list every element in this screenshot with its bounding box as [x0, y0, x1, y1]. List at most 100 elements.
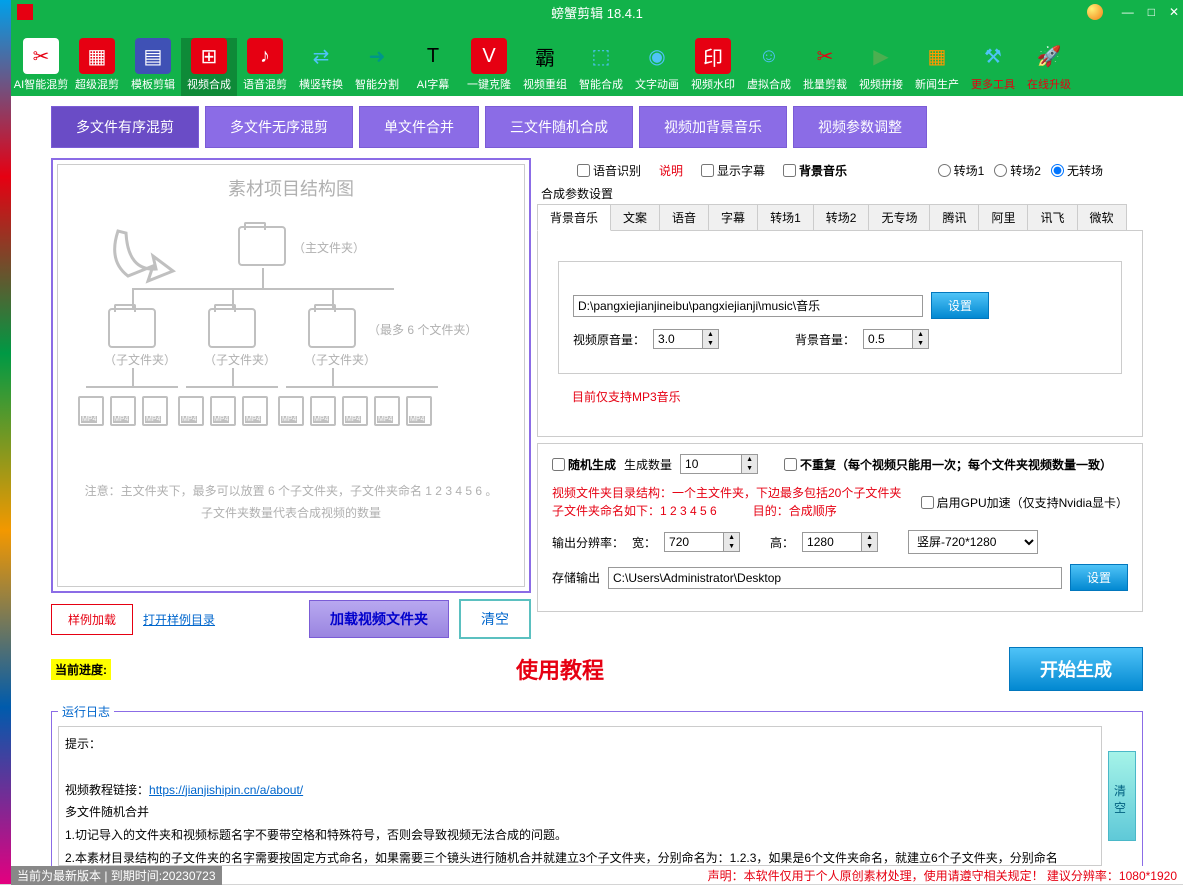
tool-横竖转换[interactable]: ⇄横竖转换 [293, 38, 349, 96]
width-input[interactable] [665, 533, 723, 551]
maximize-button[interactable]: □ [1148, 5, 1155, 19]
tool-在线升级[interactable]: 🚀在线升级 [1021, 38, 1077, 96]
log-tip: 提示： [65, 733, 1095, 756]
tool-AI字幕[interactable]: TAI字幕 [405, 38, 461, 96]
structure-note-2: 子文件夹数量代表合成视频的数量 [68, 503, 514, 525]
param-tab-转场1[interactable]: 转场1 [757, 204, 814, 230]
tool-超级混剪[interactable]: ▦超级混剪 [69, 38, 125, 96]
set-music-path-button[interactable]: 设置 [931, 292, 989, 319]
orig-volume-spinner[interactable]: ▲▼ [653, 329, 719, 349]
height-spinner[interactable]: ▲▼ [802, 532, 878, 552]
gen-count-label: 生成数量 [624, 456, 672, 473]
minimize-button[interactable]: — [1122, 5, 1134, 19]
load-sample-button[interactable]: 样例加载 [51, 604, 133, 635]
tool-label: AI智能混剪 [14, 76, 68, 92]
trans2-label: 转场2 [1010, 162, 1041, 179]
param-tab-转场2[interactable]: 转场2 [813, 204, 870, 230]
tool-AI智能混剪[interactable]: ✂AI智能混剪 [13, 38, 69, 96]
log-textarea[interactable]: 提示： 视频教程链接：https://jianjishipin.cn/a/abo… [58, 726, 1102, 866]
clear-log-button[interactable]: 清空 [1108, 751, 1136, 841]
start-generate-button[interactable]: 开始生成 [1009, 647, 1143, 691]
tool-视频拼接[interactable]: ▶视频拼接 [853, 38, 909, 96]
resolution-label: 输出分辨率： [552, 534, 624, 551]
gen-count-input[interactable] [681, 455, 741, 473]
open-sample-dir-link[interactable]: 打开样例目录 [143, 611, 215, 628]
transition1-radio[interactable]: 转场1 [938, 162, 985, 179]
voice-recognition-checkbox[interactable]: 语音识别 [577, 162, 641, 179]
gpu-checkbox[interactable]: 启用GPU加速（仅支持Nvidia显卡） [921, 494, 1128, 511]
clear-button[interactable]: 清空 [459, 599, 531, 639]
subtab-2[interactable]: 单文件合并 [359, 106, 479, 148]
tool-智能分割[interactable]: ➜智能分割 [349, 38, 405, 96]
tool-新闻生产[interactable]: ▦新闻生产 [909, 38, 965, 96]
close-button[interactable]: ✕ [1169, 5, 1179, 19]
tool-label: 视频水印 [691, 76, 735, 92]
orig-volume-input[interactable] [654, 330, 702, 348]
tool-一键克隆[interactable]: V一键克隆 [461, 38, 517, 96]
music-path-input[interactable] [573, 295, 923, 317]
show-subtitle-checkbox[interactable]: 显示字幕 [701, 162, 765, 179]
tutorial-link[interactable]: 使用教程 [516, 653, 604, 685]
orb-icon [1087, 4, 1103, 20]
subtab-5[interactable]: 视频参数调整 [793, 106, 927, 148]
tool-icon: V [471, 38, 507, 74]
subtab-1[interactable]: 多文件无序混剪 [205, 106, 353, 148]
main-folder-icon [238, 226, 286, 266]
tool-label: 模板剪辑 [131, 76, 175, 92]
set-output-button[interactable]: 设置 [1070, 564, 1128, 591]
param-tab-语音[interactable]: 语音 [659, 204, 709, 230]
param-tab-文案[interactable]: 文案 [610, 204, 660, 230]
height-input[interactable] [803, 533, 861, 551]
bg-volume-input[interactable] [864, 330, 912, 348]
tool-语音混剪[interactable]: ♪语音混剪 [237, 38, 293, 96]
width-spinner[interactable]: ▲▼ [664, 532, 740, 552]
param-tab-字幕[interactable]: 字幕 [708, 204, 758, 230]
tool-视频合成[interactable]: ⊞视频合成 [181, 38, 237, 96]
no-repeat-checkbox[interactable]: 不重复（每个视频只能用一次；每个文件夹视频数量一致） [784, 456, 1112, 473]
output-label: 存储输出 [552, 569, 600, 586]
tool-label: 在线升级 [1027, 76, 1071, 92]
gpu-label: 启用GPU加速（仅支持Nvidia显卡） [937, 494, 1128, 511]
trans1-label: 转场1 [954, 162, 985, 179]
show-sub-label: 显示字幕 [717, 162, 765, 179]
param-tab-阿里[interactable]: 阿里 [978, 204, 1028, 230]
transition2-radio[interactable]: 转场2 [994, 162, 1041, 179]
tool-文字动画[interactable]: ◉文字动画 [629, 38, 685, 96]
param-tab-背景音乐[interactable]: 背景音乐 [537, 204, 611, 231]
bg-volume-spinner[interactable]: ▲▼ [863, 329, 929, 349]
tool-icon: ⚒ [975, 38, 1011, 74]
tool-icon: ▶ [863, 38, 899, 74]
mp4-icon [406, 396, 432, 426]
bgm-checkbox[interactable]: 背景音乐 [783, 162, 847, 179]
subtab-0[interactable]: 多文件有序混剪 [51, 106, 199, 148]
output-path-input[interactable] [608, 567, 1062, 589]
folder-note-1: 视频文件夹目录结构：一个主文件夹，下边最多包括20个子文件夹 [552, 484, 901, 502]
tool-模板剪辑[interactable]: ▤模板剪辑 [125, 38, 181, 96]
tool-视频水印[interactable]: 印视频水印 [685, 38, 741, 96]
aspect-select[interactable]: 竖屏-720*1280 [908, 530, 1038, 554]
gen-count-spinner[interactable]: ▲▼ [680, 454, 758, 474]
tool-智能合成[interactable]: ⬚智能合成 [573, 38, 629, 96]
param-tab-腾讯[interactable]: 腾讯 [929, 204, 979, 230]
mp4-icon [210, 396, 236, 426]
tool-批量剪裁[interactable]: ✂批量剪裁 [797, 38, 853, 96]
explain-link[interactable]: 说明 [659, 162, 683, 179]
tool-更多工具[interactable]: ⚒更多工具 [965, 38, 1021, 96]
param-tab-无专场[interactable]: 无专场 [868, 204, 930, 230]
param-tab-讯飞[interactable]: 讯飞 [1027, 204, 1077, 230]
tool-视频重组[interactable]: 霸视频重组 [517, 38, 573, 96]
no-transition-radio[interactable]: 无转场 [1051, 162, 1103, 179]
main-toolbar: ✂AI智能混剪▦超级混剪▤模板剪辑⊞视频合成♪语音混剪⇄横竖转换➜智能分割TAI… [11, 24, 1183, 96]
subtab-4[interactable]: 视频加背景音乐 [639, 106, 787, 148]
load-video-folder-button[interactable]: 加载视频文件夹 [309, 600, 449, 638]
tool-icon: ◉ [639, 38, 675, 74]
param-tab-微软[interactable]: 微软 [1077, 204, 1127, 230]
tool-虚拟合成[interactable]: ☺虚拟合成 [741, 38, 797, 96]
params-panel: 设置 视频原音量： ▲▼ 背景音量： ▲▼ 目前仅支持MP3音乐 [537, 231, 1143, 437]
sub-folder-icon [208, 308, 256, 348]
subtab-3[interactable]: 三文件随机合成 [485, 106, 633, 148]
random-gen-checkbox[interactable]: 随机生成 [552, 456, 616, 473]
tool-icon: 印 [695, 38, 731, 74]
tutorial-url-link[interactable]: https://jianjishipin.cn/a/about/ [149, 783, 303, 797]
max-note-label: （最多 6 个文件夹） [368, 321, 477, 338]
